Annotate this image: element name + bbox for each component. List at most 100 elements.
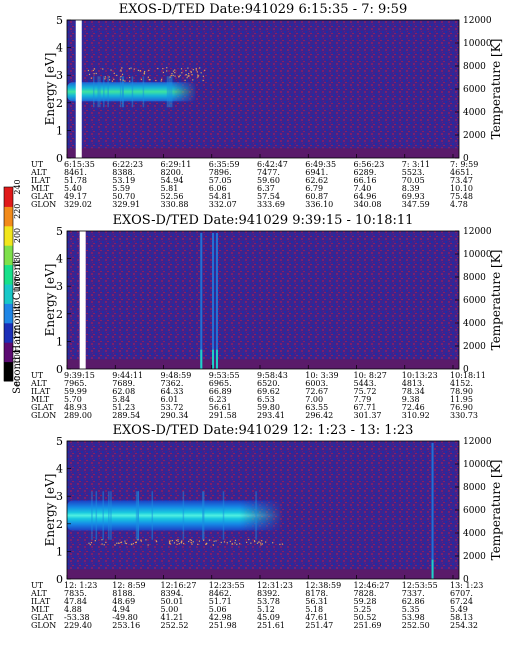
temperature-point [148, 69, 150, 72]
orbit-table-cell: 72.67 [305, 387, 328, 396]
temperature-point [108, 76, 110, 78]
temperature-point [110, 69, 112, 71]
temperature-point [173, 542, 176, 544]
temperature-point [202, 79, 204, 82]
spectrogram-panel-3: EXOS-D/TED Date:941029 12: 1:23 - 13: 1:… [30, 423, 503, 630]
colorbar-tick-label: 180 [13, 252, 22, 267]
orbit-table-cell: 8.39 [402, 184, 420, 193]
temperature-point [140, 539, 142, 541]
orbit-table-cell: 76.90 [450, 403, 473, 412]
orbit-table-cell: 56.61 [209, 403, 232, 412]
y2-tick-label: 6000 [463, 296, 486, 306]
orbit-table-cell: 6.53 [257, 395, 275, 404]
orbit-table-cell: 47.61 [305, 613, 328, 622]
temperature-point [122, 79, 124, 81]
orbit-table-cell: 296.42 [305, 411, 333, 420]
orbit-row-label: MLT [31, 395, 50, 404]
y-tick-label: 4 [56, 42, 63, 55]
orbit-table-cell: 57.05 [209, 176, 232, 185]
orbit-table-cell: 229.40 [64, 621, 92, 630]
orbit-table-cell: 289.54 [112, 411, 140, 420]
orbit-table-cell: 54.81 [209, 192, 232, 201]
temperature-point [139, 70, 141, 72]
temperature-point [171, 539, 173, 542]
orbit-table-cell: 290.34 [161, 411, 189, 420]
orbit-table-cell: 12:23:55 [209, 581, 245, 590]
y-tick-label: 5 [56, 225, 63, 238]
low-energy-floor [67, 148, 459, 158]
orbit-table-cell: 329.91 [112, 200, 140, 209]
orbit-table-cell: 8462. [209, 589, 232, 598]
orbit-table-cell: 48.69 [112, 597, 135, 606]
temperature-point [198, 540, 201, 542]
y2-tick-label: 2000 [463, 342, 486, 352]
orbit-table-cell: 4152. [450, 379, 473, 388]
orbit-table-cell: 330.73 [450, 411, 478, 420]
temperature-point [188, 540, 190, 543]
orbit-table-cell: 53.98 [402, 613, 425, 622]
temperature-point [114, 544, 116, 546]
orbit-table-cell: 254.32 [450, 621, 478, 630]
orbit-table-cell: 4651. [450, 168, 473, 177]
y-tick-label: 3 [56, 69, 63, 82]
orbit-table-cell: 6:22:23 [112, 160, 143, 169]
orbit-table-cell: 6941. [305, 168, 328, 177]
temperature-point [174, 75, 176, 77]
band-streak [168, 76, 170, 108]
temperature-point [261, 543, 263, 545]
orbit-table-cell: 59.99 [64, 387, 87, 396]
colorbar-tick-label: 140 [13, 301, 22, 316]
y2-tick-label: 8000 [463, 483, 486, 493]
temperature-point [128, 68, 131, 70]
temperature-point [113, 72, 115, 74]
temperature-point [88, 73, 91, 76]
orbit-table-cell: 251.69 [354, 621, 382, 630]
orbit-table-cell: 6.23 [209, 395, 227, 404]
orbit-table-cell: 12:46:27 [354, 581, 390, 590]
temperature-point [120, 75, 122, 78]
temperature-point [202, 539, 205, 541]
temperature-point [120, 541, 122, 544]
temperature-point [200, 72, 202, 74]
temperature-point [105, 541, 107, 543]
orbit-row-label: UT [31, 160, 44, 169]
orbit-row-label: MLT [31, 605, 50, 614]
y-tick-label: 2 [56, 97, 63, 110]
low-energy-floor [67, 569, 459, 579]
temperature-point [186, 77, 188, 79]
temperature-point [92, 69, 94, 71]
band-streak [182, 491, 185, 540]
band-streak [102, 491, 104, 540]
temperature-point [172, 74, 174, 77]
colorbar-swatch [4, 284, 13, 304]
orbit-table-cell: 6:15:35 [64, 160, 95, 169]
temperature-point [94, 540, 96, 542]
temperature-point [197, 74, 199, 76]
temperature-point [188, 75, 190, 77]
temperature-point [166, 67, 168, 69]
orbit-table-cell: 8178. [305, 589, 328, 598]
spectrogram-panel-2: EXOS-D/TED Date:941029 9:39:15 - 10:18:1… [30, 213, 503, 420]
orbit-table-cell: 12:38:59 [305, 581, 341, 590]
y2-tick-label: 12000 [463, 16, 492, 26]
temperature-point [236, 543, 238, 546]
y2-tick-label: 10000 [463, 460, 492, 470]
panel-title: EXOS-D/TED Date:941029 6:15:35 - 7: 9:59 [119, 2, 407, 17]
orbit-table-cell: 53.72 [161, 403, 184, 412]
y-tick-label: 0 [56, 363, 63, 376]
temperature-point [178, 543, 180, 545]
spectrogram-background [67, 231, 459, 369]
temperature-point [176, 539, 178, 542]
temperature-point [171, 73, 173, 75]
temperature-point [156, 540, 158, 543]
temperature-point [113, 78, 115, 80]
temperature-point [168, 541, 171, 543]
temperature-point [124, 542, 126, 544]
orbit-table-cell: 53.19 [112, 176, 135, 185]
band-streak [103, 76, 105, 108]
temperature-point [120, 70, 122, 72]
colorbar-tick-label: 160 [13, 276, 22, 291]
temperature-point [189, 539, 191, 541]
temperature-point [101, 539, 103, 541]
orbit-row-label: ALT [30, 379, 47, 388]
